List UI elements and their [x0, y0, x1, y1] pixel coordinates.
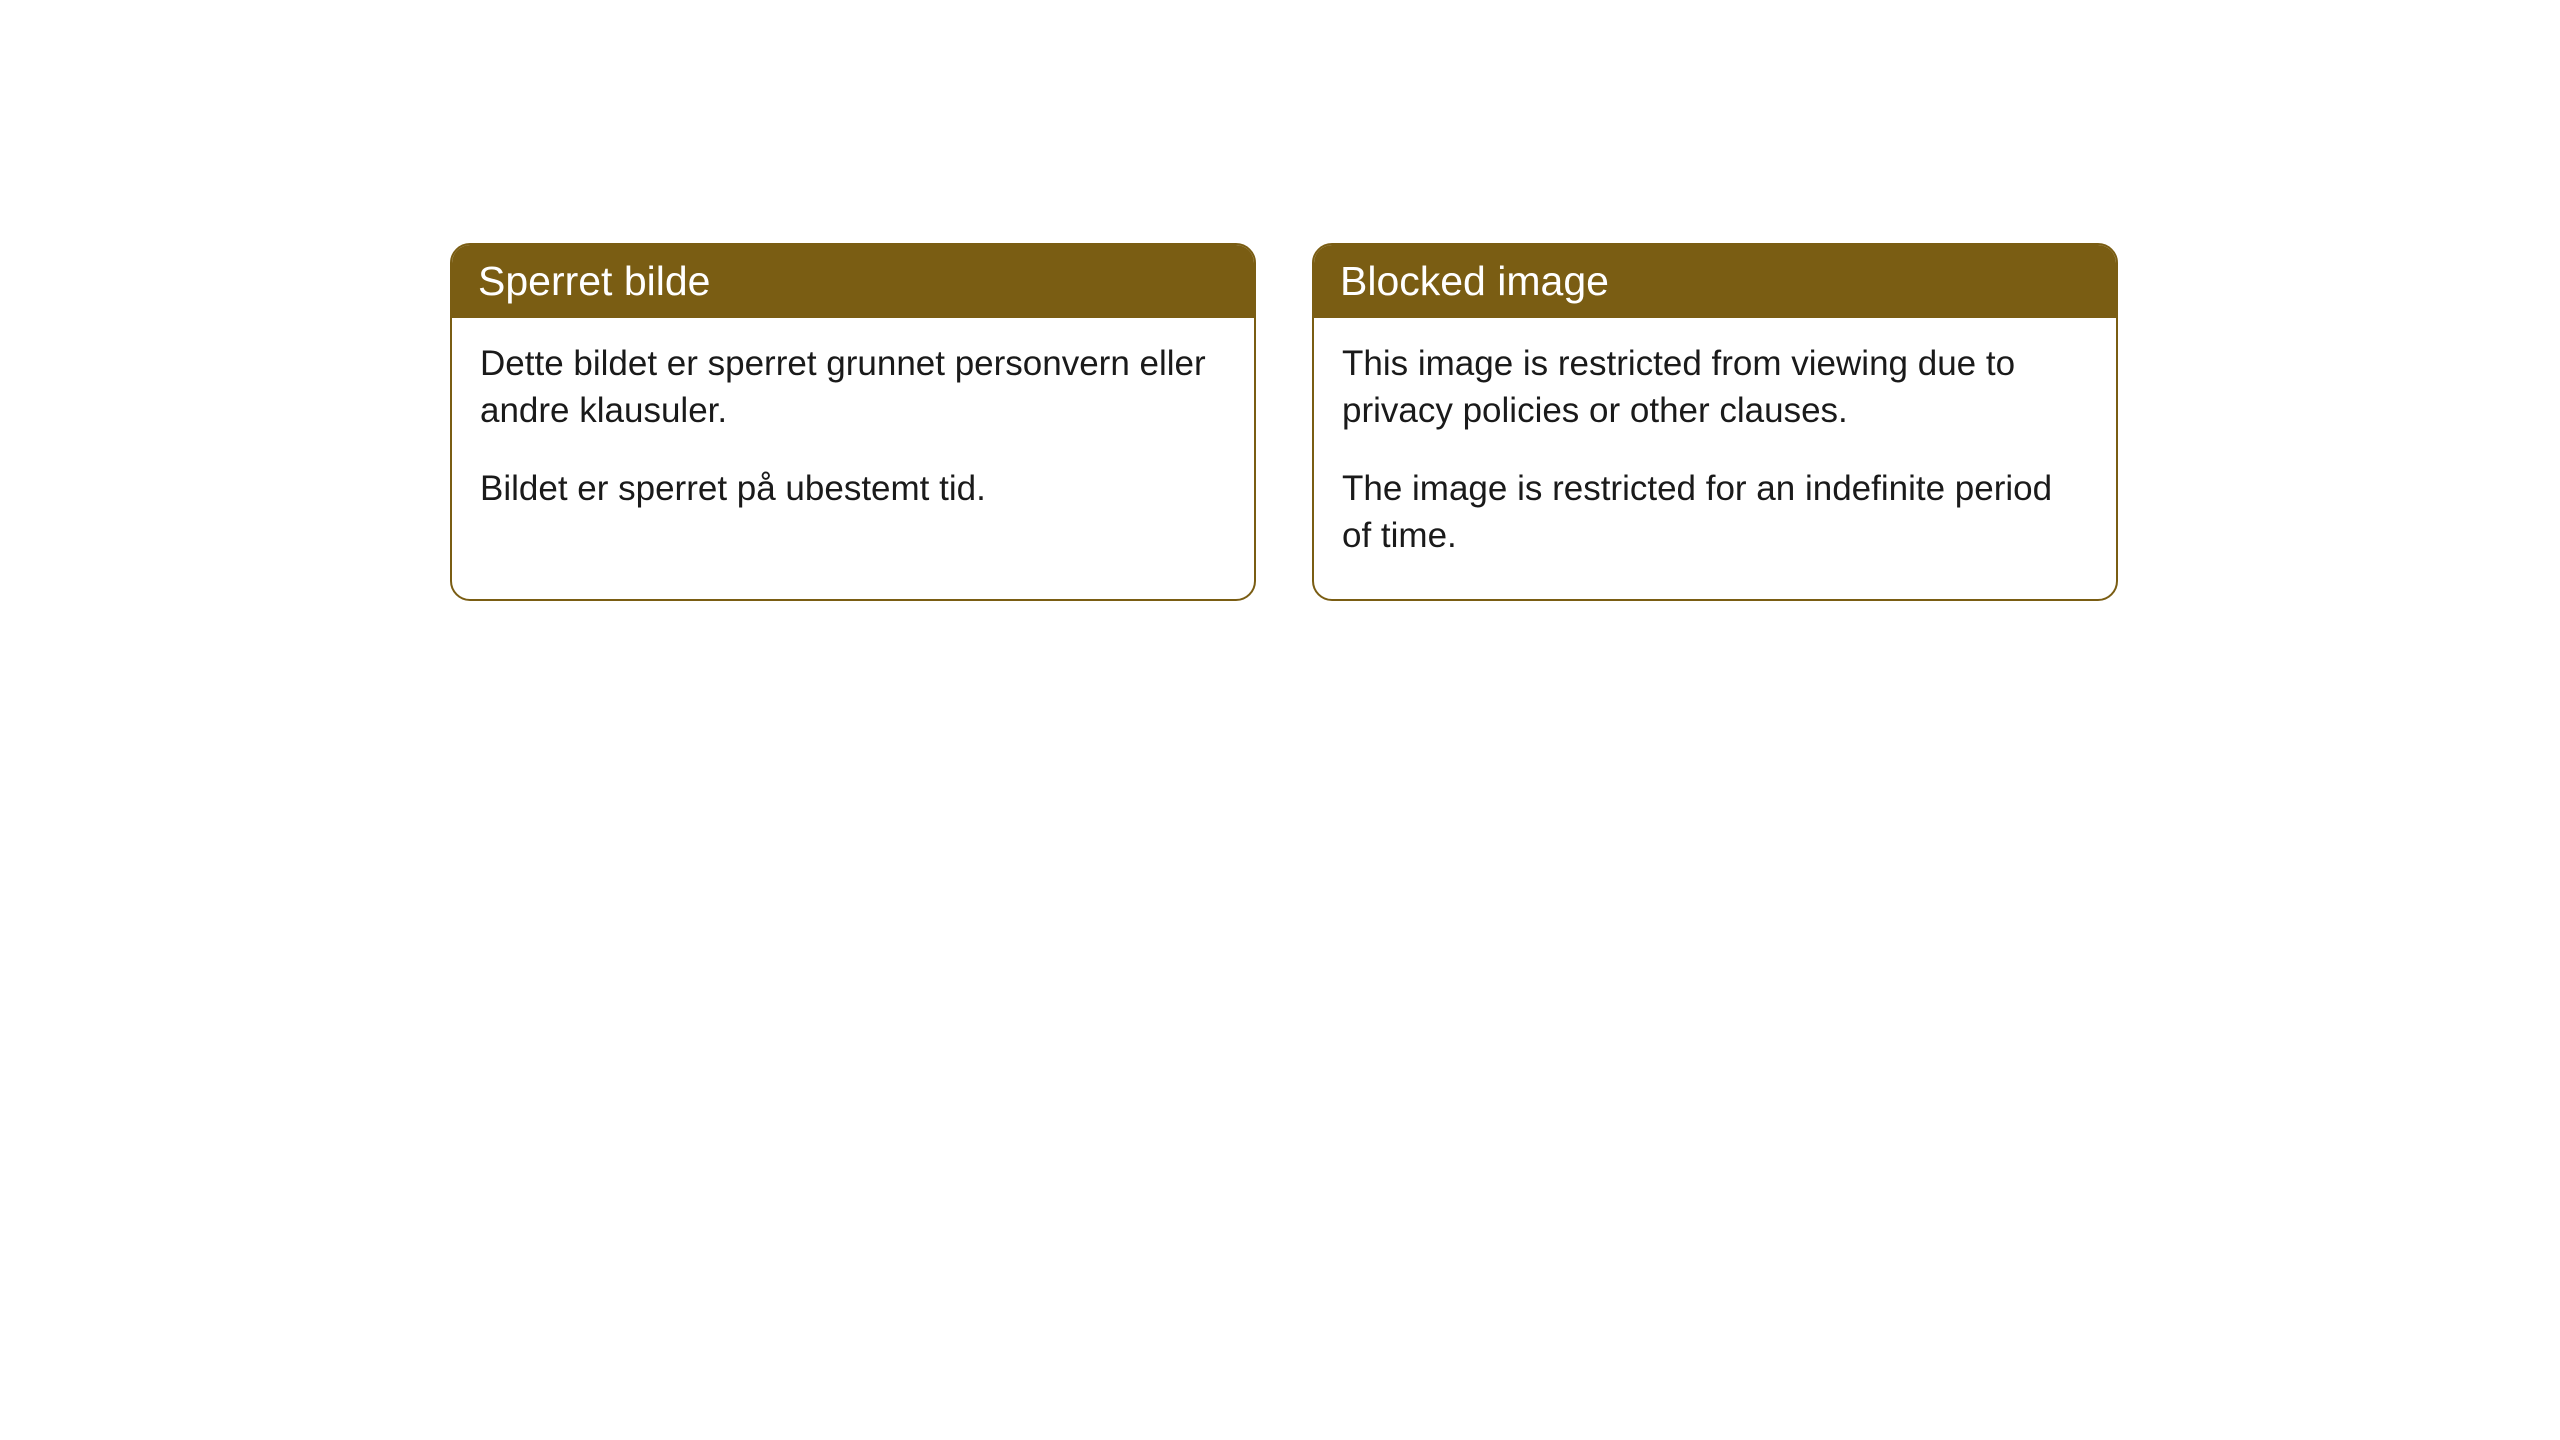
card-text-no-2: Bildet er sperret på ubestemt tid.: [480, 465, 1226, 512]
card-body-en: This image is restricted from viewing du…: [1314, 318, 2116, 599]
card-text-en-2: The image is restricted for an indefinit…: [1342, 465, 2088, 560]
blocked-image-card-en: Blocked image This image is restricted f…: [1312, 243, 2118, 601]
card-body-no: Dette bildet er sperret grunnet personve…: [452, 318, 1254, 552]
card-header-no: Sperret bilde: [452, 245, 1254, 318]
card-text-no-1: Dette bildet er sperret grunnet personve…: [480, 340, 1226, 435]
card-header-en: Blocked image: [1314, 245, 2116, 318]
blocked-image-card-no: Sperret bilde Dette bildet er sperret gr…: [450, 243, 1256, 601]
card-text-en-1: This image is restricted from viewing du…: [1342, 340, 2088, 435]
notice-cards-container: Sperret bilde Dette bildet er sperret gr…: [450, 243, 2118, 601]
